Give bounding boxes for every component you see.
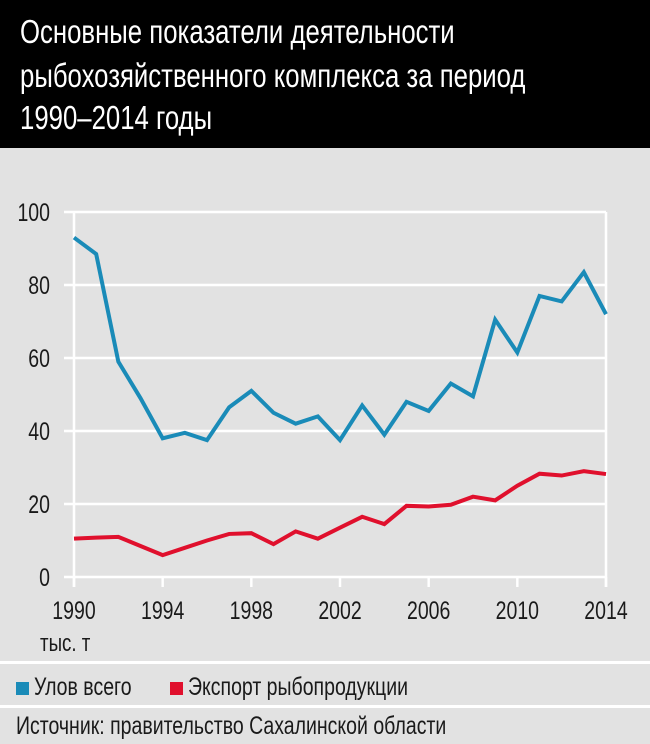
y-tick-label: 80 xyxy=(28,272,50,300)
legend-item-export: Экспорт рыбопродукции xyxy=(170,673,470,702)
legend-swatch-blue xyxy=(16,682,29,695)
legend-swatch-red xyxy=(170,682,183,695)
x-tick-label: 2006 xyxy=(407,597,450,625)
series-line-catch xyxy=(72,235,608,444)
x-tick-label: 2010 xyxy=(496,597,539,625)
divider xyxy=(0,661,650,664)
y-tick-label: 0 xyxy=(39,564,50,592)
title-line-3: 1990–2014 годы xyxy=(20,99,213,136)
y-tick-label: 60 xyxy=(28,345,50,373)
x-tick-label: 1990 xyxy=(52,597,95,625)
x-tick-label: 1994 xyxy=(141,597,184,625)
x-tick-label: 2002 xyxy=(318,597,361,625)
title-band: Основные показатели деятельности рыбохоз… xyxy=(0,0,650,148)
source-note: Источник: правительство Сахалинской обла… xyxy=(16,712,447,740)
x-tick-label: 2014 xyxy=(584,597,627,625)
x-tick-label: 1998 xyxy=(230,597,273,625)
y-tick-label: 40 xyxy=(28,418,50,446)
legend-item-catch: Улов всего xyxy=(16,673,159,702)
title-line-1: Основные показатели деятельности xyxy=(20,13,455,50)
divider xyxy=(0,705,650,708)
y-tick-label: 100 xyxy=(17,199,50,227)
y-tick-label: 20 xyxy=(28,491,50,519)
y-unit-label: тыс. т xyxy=(40,630,91,657)
series-line-export xyxy=(73,469,607,558)
line-chart: 0 20 40 60 80 100 1990 1994 1998 2002 2006 2010 2014 xyxy=(17,199,627,625)
title-line-2: рыбохозяйственного комплекса за период xyxy=(20,57,526,94)
